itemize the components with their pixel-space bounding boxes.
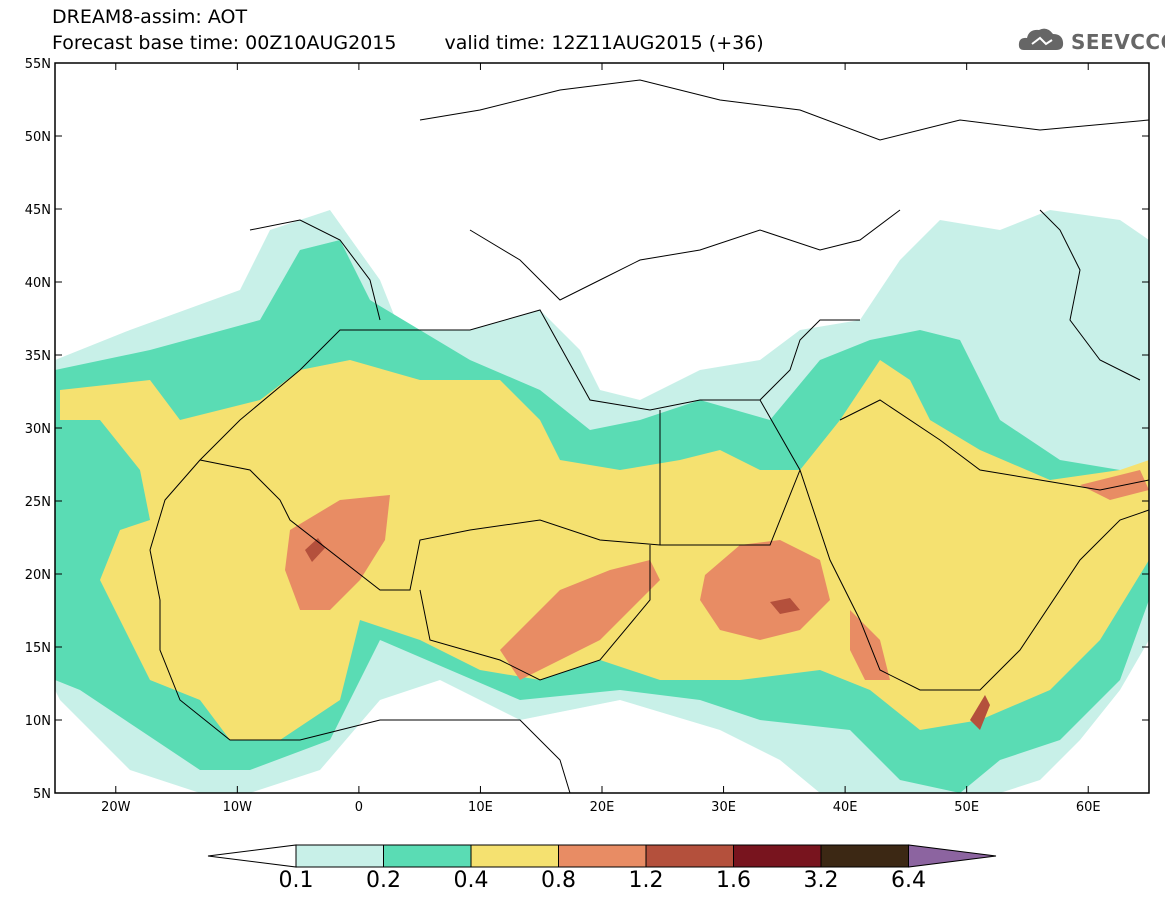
colorbar-segment (558, 844, 647, 868)
aot-contour-0.8-b (500, 560, 660, 680)
aot-field (55, 63, 1149, 793)
lat-tick-label: 30N (25, 422, 51, 437)
cloud-icon (1018, 28, 1064, 50)
colorbar-label: 3.2 (803, 868, 839, 893)
base-time: Forecast base time: 00Z10AUG2015 (52, 32, 397, 54)
lon-tick-label: 10E (468, 800, 493, 815)
lat-tick-label: 5N (33, 787, 51, 802)
colorbar-label: 0.1 (278, 868, 314, 893)
lon-tick-label: 20E (590, 800, 615, 815)
lat-tick-label: 35N (25, 349, 51, 364)
colorbar-label: 1.2 (628, 868, 664, 893)
lat-tick-label: 55N (25, 57, 51, 72)
lat-tick-label: 45N (25, 203, 51, 218)
lon-tick-label: 20W (101, 800, 131, 815)
colorbar-segment (733, 844, 822, 868)
colorbar-low-extension (207, 844, 297, 868)
lat-tick-label: 50N (25, 130, 51, 145)
aot-contour-1.2-c (970, 695, 990, 730)
colorbar-label: 1.6 (716, 868, 751, 893)
lon-tick-label: 0 (355, 800, 363, 815)
aot-contour-0.8-a (285, 495, 390, 610)
lat-tick-label: 15N (25, 641, 51, 656)
lon-tick-label: 30E (711, 800, 736, 815)
coastlines (149, 79, 1149, 793)
colorbar-segment (820, 844, 909, 868)
aot-contour-0.8-c (700, 540, 830, 640)
chart-title: DREAM8-assim: AOT (52, 6, 248, 28)
aot-contour-0.8-e (1080, 470, 1149, 500)
logo-text: SEEVCCC (1071, 30, 1165, 54)
valid-time: valid time: 12Z11AUG2015 (+36) (444, 32, 764, 54)
colorbar-high-extension (908, 844, 997, 868)
lat-tick-label: 10N (25, 714, 51, 729)
lat-tick-label: 20N (25, 568, 51, 583)
lon-tick-label: 40E (833, 800, 858, 815)
colorbar-label: 6.4 (891, 868, 926, 893)
lat-tick-label: 40N (25, 276, 51, 291)
colorbar-label: 0.2 (366, 868, 401, 893)
lat-ticks: 55N 50N 45N 40N 35N 30N 25N 20N 15N 10N 5N (25, 57, 1149, 802)
aot-contour-1.2-a (305, 538, 325, 562)
colorbar-segment (295, 844, 384, 868)
lon-tick-label: 10W (223, 800, 253, 815)
lon-tick-label: 50E (954, 800, 979, 815)
lon-ticks: 20W 10W 0 10E 20E 30E 40E 50E 60E (101, 63, 1101, 815)
colorbar (207, 844, 997, 868)
lat-tick-label: 25N (25, 495, 51, 510)
colorbar-segment (470, 844, 559, 868)
time-info: Forecast base time: 00Z10AUG2015 valid ti… (52, 32, 764, 54)
seevccc-logo: SEEVCCC (1016, 22, 1165, 58)
aot-contour-1.2-b (770, 598, 800, 614)
colorbar-segment (645, 844, 734, 868)
colorbar-label: 0.4 (453, 868, 489, 893)
lon-tick-label: 60E (1076, 800, 1101, 815)
colorbar-label: 0.8 (541, 868, 576, 893)
colorbar-segment (383, 844, 472, 868)
